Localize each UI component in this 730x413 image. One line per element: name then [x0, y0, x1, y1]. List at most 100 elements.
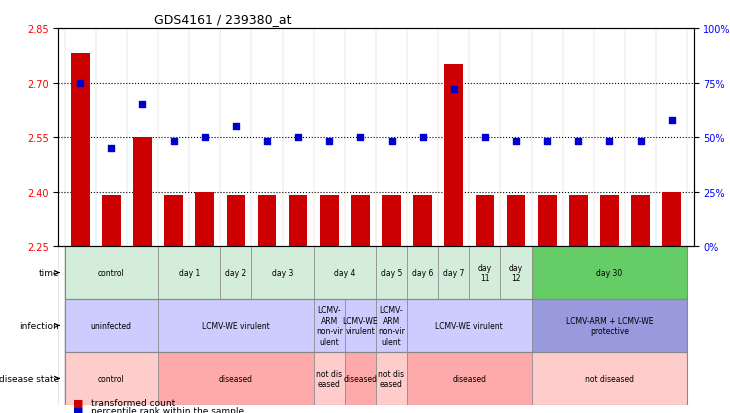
Text: not diseased: not diseased [585, 374, 634, 383]
Text: LCMV-
ARM
non-vir
ulent: LCMV- ARM non-vir ulent [316, 306, 342, 346]
Text: time: time [39, 268, 59, 278]
Text: percentile rank within the sample: percentile rank within the sample [91, 406, 245, 413]
FancyBboxPatch shape [531, 299, 687, 352]
Text: day 2: day 2 [226, 268, 247, 278]
Bar [258, 196, 277, 413]
Bar [507, 196, 526, 413]
Point [230, 123, 242, 130]
Bar [383, 196, 401, 413]
Point [168, 139, 180, 145]
Text: GDS4161 / 239380_at: GDS4161 / 239380_at [153, 13, 291, 26]
FancyBboxPatch shape [438, 247, 469, 299]
FancyBboxPatch shape [531, 352, 687, 405]
Point [323, 139, 335, 145]
Bar [445, 65, 463, 413]
Bar [351, 196, 369, 413]
Text: ■: ■ [73, 406, 83, 413]
FancyBboxPatch shape [314, 247, 376, 299]
Point [479, 134, 491, 141]
Point [510, 139, 522, 145]
Text: LCMV-WE virulent: LCMV-WE virulent [202, 321, 269, 330]
Text: day 30: day 30 [596, 268, 623, 278]
Text: transformed count: transformed count [91, 398, 175, 407]
Text: day 3: day 3 [272, 268, 293, 278]
FancyBboxPatch shape [314, 299, 345, 352]
FancyBboxPatch shape [251, 247, 314, 299]
Bar [569, 196, 588, 413]
FancyBboxPatch shape [345, 299, 376, 352]
FancyBboxPatch shape [407, 299, 531, 352]
Bar [662, 192, 681, 413]
Point [74, 80, 86, 87]
Point [417, 134, 429, 141]
Text: day
11: day 11 [478, 263, 492, 282]
FancyBboxPatch shape [376, 352, 407, 405]
Bar [196, 192, 214, 413]
Text: LCMV-WE virulent: LCMV-WE virulent [436, 321, 503, 330]
Text: ■: ■ [73, 398, 83, 408]
Text: LCMV-
ARM
non-vir
ulent: LCMV- ARM non-vir ulent [378, 306, 405, 346]
Point [666, 117, 677, 123]
FancyBboxPatch shape [501, 247, 531, 299]
Bar [65, 299, 687, 352]
Text: diseased: diseased [219, 374, 253, 383]
Bar [320, 196, 339, 413]
Text: disease state: disease state [0, 374, 59, 383]
Text: not dis
eased: not dis eased [316, 369, 342, 388]
Point [261, 139, 273, 145]
Text: uninfected: uninfected [91, 321, 132, 330]
FancyBboxPatch shape [314, 352, 345, 405]
Bar [475, 196, 494, 413]
FancyBboxPatch shape [65, 247, 158, 299]
FancyBboxPatch shape [158, 247, 220, 299]
Text: LCMV-ARM + LCMV-WE
protective: LCMV-ARM + LCMV-WE protective [566, 316, 653, 335]
Text: diseased: diseased [453, 374, 486, 383]
Bar [631, 196, 650, 413]
Point [448, 87, 460, 93]
Text: not dis
eased: not dis eased [378, 369, 404, 388]
FancyBboxPatch shape [407, 247, 438, 299]
Text: day 1: day 1 [179, 268, 200, 278]
Point [604, 139, 615, 145]
Bar [133, 138, 152, 413]
FancyBboxPatch shape [158, 299, 314, 352]
Bar [413, 196, 432, 413]
Bar [289, 196, 307, 413]
Text: day 4: day 4 [334, 268, 356, 278]
FancyBboxPatch shape [376, 247, 407, 299]
Text: diseased: diseased [343, 374, 377, 383]
Bar [226, 196, 245, 413]
Bar [164, 196, 183, 413]
FancyBboxPatch shape [65, 299, 158, 352]
Point [137, 102, 148, 108]
FancyBboxPatch shape [345, 352, 376, 405]
Point [572, 139, 584, 145]
Point [105, 145, 117, 152]
Point [199, 134, 210, 141]
FancyBboxPatch shape [407, 352, 531, 405]
Text: control: control [98, 374, 125, 383]
Point [542, 139, 553, 145]
Point [385, 139, 397, 145]
Point [355, 134, 366, 141]
FancyBboxPatch shape [376, 299, 407, 352]
Text: day 6: day 6 [412, 268, 434, 278]
Text: day
12: day 12 [509, 263, 523, 282]
FancyBboxPatch shape [158, 352, 314, 405]
Text: day 7: day 7 [443, 268, 464, 278]
Bar [71, 54, 90, 413]
Point [292, 134, 304, 141]
Text: day 5: day 5 [381, 268, 402, 278]
Bar [538, 196, 556, 413]
Bar [600, 196, 619, 413]
Bar [65, 247, 687, 299]
FancyBboxPatch shape [220, 247, 251, 299]
Text: infection: infection [19, 321, 59, 330]
FancyBboxPatch shape [469, 247, 501, 299]
FancyBboxPatch shape [65, 352, 158, 405]
Point [635, 139, 647, 145]
Bar [102, 196, 120, 413]
Text: control: control [98, 268, 125, 278]
FancyBboxPatch shape [531, 247, 687, 299]
Bar [65, 352, 687, 405]
